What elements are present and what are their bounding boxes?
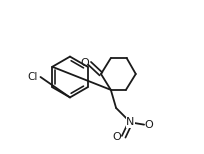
Text: O: O <box>144 120 153 130</box>
Text: O: O <box>80 58 89 68</box>
Text: O: O <box>112 132 121 142</box>
Text: Cl: Cl <box>28 72 38 82</box>
Text: N: N <box>126 117 134 127</box>
